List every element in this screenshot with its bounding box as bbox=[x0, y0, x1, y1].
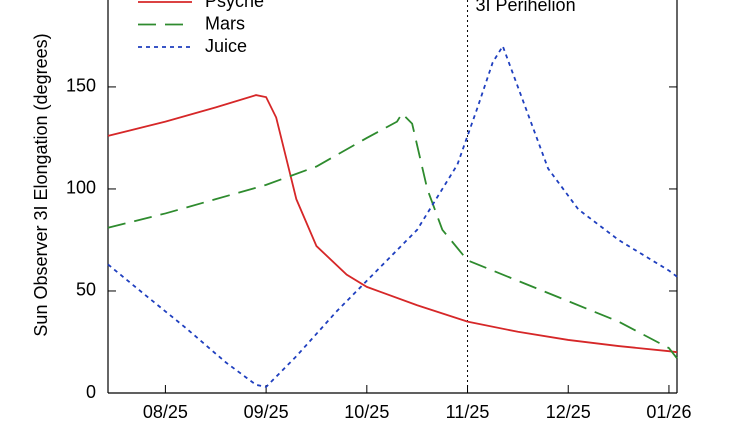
annotation: 3I Perihelion bbox=[476, 0, 576, 15]
x-tick-label: 10/25 bbox=[344, 402, 389, 422]
y-tick-label: 150 bbox=[66, 76, 96, 96]
x-tick-label: 01/26 bbox=[646, 402, 691, 422]
x-tick-label: 09/25 bbox=[244, 402, 289, 422]
series-line bbox=[107, 112, 678, 359]
y-tick-label: 0 bbox=[86, 382, 96, 402]
legend-label: Psyche bbox=[205, 0, 264, 11]
y-tick-label: 100 bbox=[66, 178, 96, 198]
x-tick-label: 11/25 bbox=[446, 402, 490, 422]
y-axis-label: Sun Observer 3I Elongation (degrees) bbox=[31, 33, 51, 336]
series-line bbox=[107, 44, 678, 388]
legend-label: Mars bbox=[205, 13, 245, 33]
x-tick-label: 08/25 bbox=[143, 402, 188, 422]
series-line bbox=[107, 94, 678, 354]
y-tick-label: 50 bbox=[76, 280, 96, 300]
x-tick-label: 12/25 bbox=[546, 402, 591, 422]
legend-label: Juice bbox=[205, 36, 247, 56]
